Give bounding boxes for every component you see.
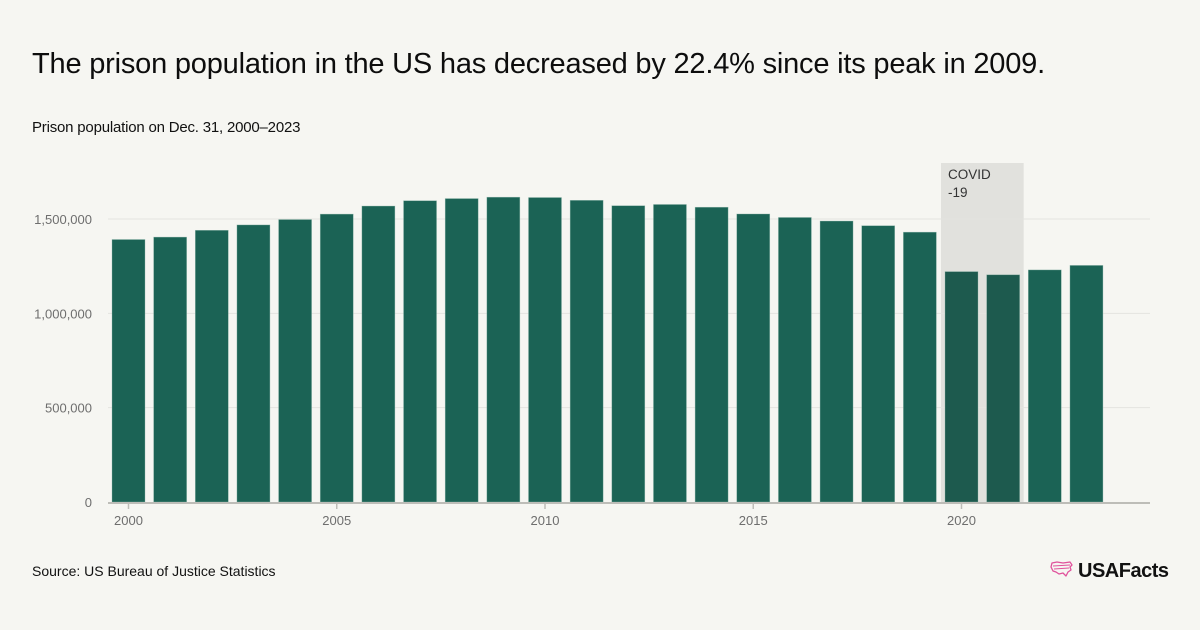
x-tick-label: 2020 [947, 513, 976, 528]
covid-label: -19 [948, 185, 968, 200]
bar-2015[interactable] [736, 213, 771, 503]
bar-2021[interactable] [986, 274, 1020, 503]
bar-2006[interactable] [361, 205, 396, 503]
bar-2009[interactable] [486, 196, 521, 503]
covid-label: COVID [948, 167, 991, 182]
logo-text: USAFacts [1078, 560, 1169, 582]
bar-2002[interactable] [195, 229, 229, 503]
x-tick-label: 2010 [531, 513, 560, 528]
bar-2001[interactable] [153, 236, 187, 503]
bar-2010[interactable] [528, 197, 562, 503]
chart-subtitle: Prison population on Dec. 31, 2000–2023 [32, 119, 301, 136]
bar-2016[interactable] [778, 217, 812, 503]
bar-2014[interactable] [694, 206, 729, 503]
y-tick-label: 0 [85, 495, 92, 510]
y-tick-label: 1,500,000 [34, 212, 92, 227]
bar-2005[interactable] [319, 213, 354, 503]
bar-2020[interactable] [944, 271, 979, 503]
bar-2011[interactable] [569, 200, 604, 503]
bar-2008[interactable] [444, 198, 479, 503]
bar-2022[interactable] [1028, 269, 1062, 503]
bar-2003[interactable] [236, 224, 271, 503]
source-note: Source: US Bureau of Justice Statistics [32, 563, 276, 579]
x-tick-label: 2015 [739, 513, 768, 528]
usafacts-logo[interactable]: USAFacts [1050, 560, 1169, 583]
y-tick-label: 500,000 [45, 401, 92, 416]
x-tick-label: 2000 [114, 513, 143, 528]
bar-2018[interactable] [861, 225, 896, 503]
axes: 0 500,000 1,000,000 1,500,000 2000 2005 2010 20… [34, 212, 1150, 528]
bar-2007[interactable] [403, 200, 437, 503]
bar-2004[interactable] [278, 219, 312, 503]
us-map-icon [1050, 560, 1074, 583]
bar-2017[interactable] [819, 220, 854, 503]
bar-2000[interactable] [111, 239, 146, 503]
bar-2023[interactable] [1069, 265, 1104, 503]
bar-2012[interactable] [611, 205, 646, 503]
bar-2013[interactable] [653, 204, 687, 503]
chart-title: The prison population in the US has decr… [32, 48, 1045, 80]
bar-2019[interactable] [903, 231, 937, 503]
x-tick-label: 2005 [322, 513, 351, 528]
y-tick-label: 1,000,000 [34, 306, 92, 321]
bars [111, 196, 1104, 503]
